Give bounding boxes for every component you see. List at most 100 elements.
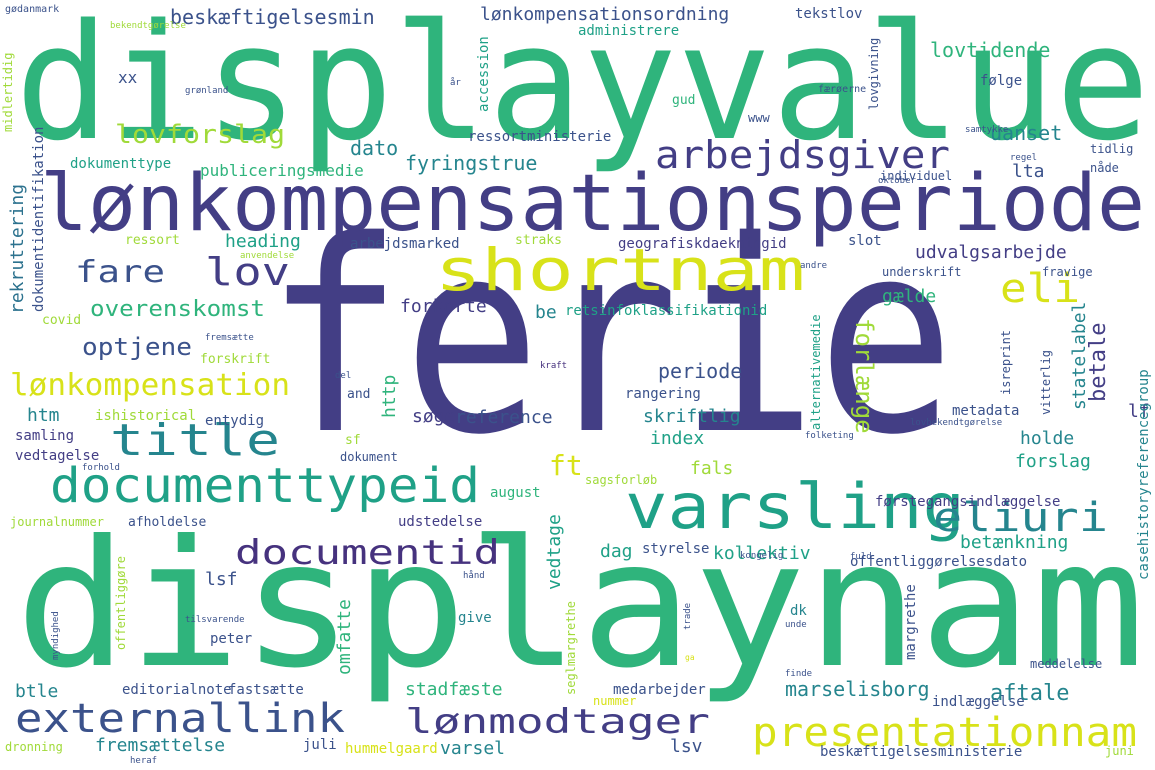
word-index: index — [650, 428, 704, 449]
word-lovgivning: lovgivning — [867, 38, 881, 110]
word-lsv: lsv — [670, 736, 703, 757]
word-displayvalue: displayvalue — [15, 0, 1150, 176]
word-alternativemedie: alternativemedie — [809, 314, 823, 430]
word-presentationnam: presentationnam — [752, 710, 1137, 756]
word-finde: finde — [785, 669, 812, 679]
word-unde: unde — [785, 620, 807, 630]
word-lovforslag: lovforslag — [115, 120, 285, 150]
word-displaynam: displaynam — [15, 504, 1145, 707]
word-lovtidende: lovtidende — [930, 38, 1050, 62]
word-heading: heading — [225, 231, 301, 252]
word-indlaeggelse: indlæggelse — [932, 694, 1025, 710]
word-folketing: folketing — [805, 431, 854, 441]
word-forhold: forhold — [82, 463, 120, 473]
word-journalnummer: journalnummer — [10, 515, 104, 529]
word-accession: accession — [476, 36, 492, 112]
word-medarbejder: medarbejder — [613, 682, 706, 698]
word-kraft: kraft — [540, 361, 567, 371]
word-hummelgaard: hummelgaard — [345, 741, 438, 757]
word-august: august — [490, 485, 541, 501]
word-lf: lf — [1128, 401, 1150, 422]
word-uanset: uanset — [990, 121, 1062, 145]
word-kollektiv: kollektiv — [713, 543, 811, 564]
word-beskaeftigelsesmin: beskæftigelsesmin — [170, 5, 375, 29]
word-nummer: nummer — [593, 694, 636, 708]
word-and: and — [347, 387, 370, 402]
word-midlertidig: midlertidig — [1, 53, 15, 132]
word-lov: lov — [205, 250, 290, 294]
word-dokumentidentifikation: dokumentidentifikation — [31, 127, 47, 312]
word-isreprint: isreprint — [999, 330, 1013, 395]
word-forlaenge: forlænge — [850, 318, 878, 434]
word-regel: regel — [1010, 153, 1037, 163]
word-retsinfoklassifikationid: retsinfoklassifikationid — [565, 303, 767, 319]
word-udstedelse: udstedelse — [398, 514, 482, 530]
word-arbejdsmarked: arbejdsmarked — [350, 236, 460, 252]
word-afholdelse: afholdelse — [128, 515, 206, 530]
word-fremsaette: fremsætte — [205, 333, 254, 343]
word-eliuri: eliuri — [933, 495, 1108, 541]
word-lonkompensationsperiode: lønkompensationsperiode — [40, 159, 1145, 249]
word-fals: fals — [690, 458, 733, 479]
word-lta: lta — [1012, 161, 1045, 182]
word-del: del — [335, 371, 351, 381]
word-offentliggore: offentliggøre — [114, 556, 128, 650]
word-ga: ga — [685, 653, 695, 662]
word-dato: dato — [350, 136, 398, 160]
word-editorialnote: editorialnote — [122, 682, 232, 698]
word-slot: slot — [848, 233, 882, 249]
word-straks: straks — [515, 233, 562, 248]
word-dokumenttype: dokumenttype — [70, 156, 171, 172]
word-htm: htm — [27, 405, 60, 426]
word-forstegangsindlaeggelse: førstegangsindlæggelse — [875, 494, 1060, 510]
word-fastsaette: fastsætte — [228, 682, 304, 698]
word-varsel: varsel — [440, 738, 505, 759]
word-documentid: documentid — [235, 533, 500, 573]
word-marselisborg: marselisborg — [785, 677, 930, 701]
word-andre: andre — [800, 261, 827, 271]
word-gaelde: gælde — [882, 286, 936, 307]
word-heraf: heraf — [130, 756, 157, 766]
word-betale: betale — [1086, 323, 1111, 402]
word-ft: ft — [549, 449, 583, 482]
word-tekstlov: tekstlov — [795, 6, 862, 22]
word-forslag: forslag — [1015, 451, 1091, 472]
word-bekendtgorelse: bekendtgørelse — [110, 21, 186, 31]
word-publiceringsmedie: publiceringsmedie — [200, 161, 364, 180]
word-rangering: rangering — [625, 386, 701, 402]
word-forkorte: forkorte — [400, 296, 487, 317]
word-aftale: aftale — [990, 681, 1069, 706]
word-lonkompensationsordning: lønkompensationsordning — [480, 4, 729, 25]
word-faeroerne: færøerne — [818, 84, 866, 95]
word-tilsvarende: tilsvarende — [185, 615, 245, 625]
word-http: http — [379, 375, 400, 418]
word-lonmodtager: lønmodtager — [405, 702, 710, 742]
word-casehistoryreferencegroup: casehistoryreferencegroup — [1136, 369, 1152, 580]
word-samtykke: samtykke — [965, 125, 1008, 135]
word-offentliggorelsesdato: offentliggørelsesdato — [850, 554, 1027, 570]
word-juni: juni — [1105, 744, 1134, 758]
word-stadfaeste: stadfæste — [405, 679, 503, 700]
word-forskrift: forskrift — [200, 352, 270, 367]
word-shortnam: shortnam — [435, 236, 805, 304]
word-oktober: oktober — [878, 176, 917, 186]
word-individuel: individuel — [880, 169, 952, 183]
word-overenskomst: overenskomst — [90, 297, 265, 322]
word-lovbekendtgorelse: lovbekendtgørelse — [910, 418, 1002, 428]
word-externallink: externallink — [15, 696, 345, 742]
word-xx: xx — [118, 68, 138, 87]
word-beskaeftigelsesministerie: beskæftigelsesministerie — [820, 744, 1022, 760]
word-vedtage: vedtage — [544, 514, 565, 590]
word-ar: år — [450, 77, 461, 88]
word-trade: trade — [683, 603, 693, 630]
word-betaenkning: betænkning — [960, 532, 1068, 553]
word-sf: sf — [345, 433, 361, 448]
word-ressort: ressort — [125, 233, 180, 248]
word-gud: gud — [672, 93, 695, 108]
word-give: give — [458, 610, 492, 626]
word-myndighed: myndighed — [51, 611, 61, 660]
word-vitterlig: vitterlig — [1039, 350, 1053, 415]
word-varsling: varsling — [625, 470, 965, 543]
